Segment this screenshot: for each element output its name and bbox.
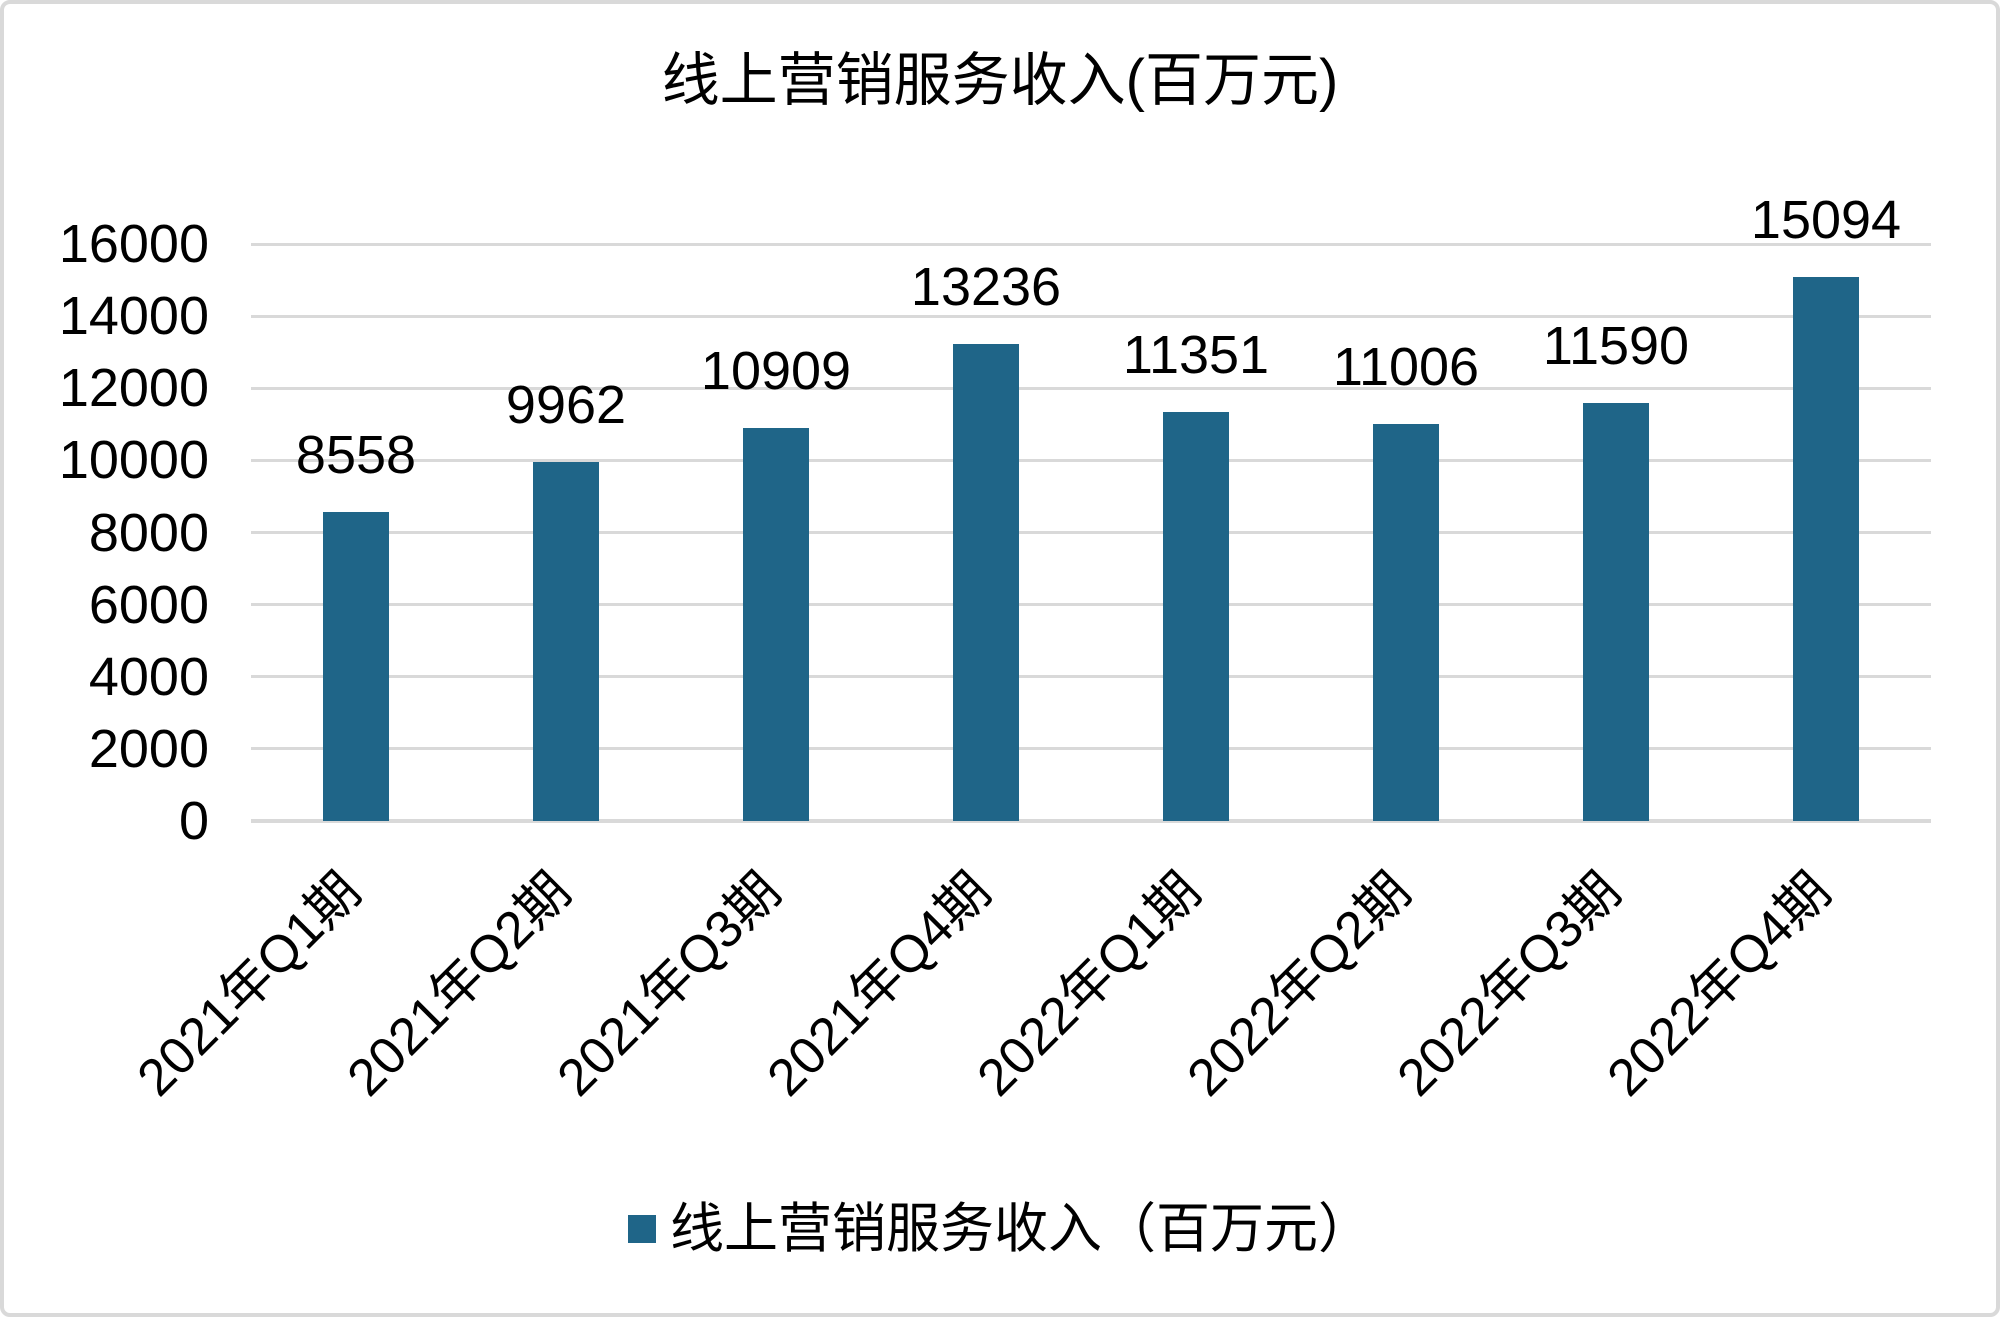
legend: 线上营销服务收入（百万元） — [4, 1197, 1996, 1261]
chart-title: 线上营销服务收入(百万元) — [661, 48, 1339, 113]
bar — [1373, 424, 1439, 821]
y-tick-label: 8000 — [88, 502, 209, 563]
gridline — [251, 242, 1931, 246]
y-tick-label: 10000 — [58, 430, 209, 491]
y-axis: 0 2000 4000 6000 8000 10000 12000 14000 16000 — [4, 214, 209, 851]
bar — [1583, 403, 1649, 821]
y-tick-label: 4000 — [88, 646, 209, 707]
gridline — [251, 386, 1931, 390]
bar-value-label: 10909 — [700, 340, 852, 401]
y-tick-label: 0 — [178, 791, 209, 851]
gridline — [251, 675, 1931, 679]
bar-value-label: 9962 — [505, 374, 627, 435]
y-tick-label: 6000 — [88, 574, 209, 635]
y-tick-label: 12000 — [58, 358, 209, 419]
bar-value-label: 11590 — [1542, 316, 1690, 377]
gridline — [251, 531, 1931, 534]
bar — [743, 427, 809, 821]
bar-value-label: 8558 — [295, 425, 417, 486]
legend-swatch — [628, 1215, 656, 1243]
y-tick-label: 14000 — [58, 286, 209, 347]
bar — [323, 512, 389, 821]
bar-value-label: 15094 — [1750, 189, 1902, 250]
gridline — [251, 458, 1931, 462]
bar-value-label: 11351 — [1122, 324, 1270, 385]
bar-value-label: 11006 — [1332, 337, 1480, 398]
gridline — [251, 314, 1931, 318]
bar — [533, 461, 599, 821]
bar — [1163, 411, 1229, 821]
plot-area: 8558 9962 10909 13236 11351 11006 11590 15094 — [251, 190, 1931, 823]
bar — [953, 343, 1019, 821]
legend-label: 线上营销服务收入（百万元） — [670, 1199, 1372, 1259]
y-tick-label: 16000 — [58, 214, 209, 274]
gridline — [251, 747, 1931, 751]
x-axis-baseline — [251, 819, 1931, 823]
gridline — [251, 603, 1931, 607]
y-tick-label: 2000 — [88, 718, 209, 779]
bar — [1793, 276, 1859, 821]
bar-value-label: 13236 — [910, 256, 1062, 317]
